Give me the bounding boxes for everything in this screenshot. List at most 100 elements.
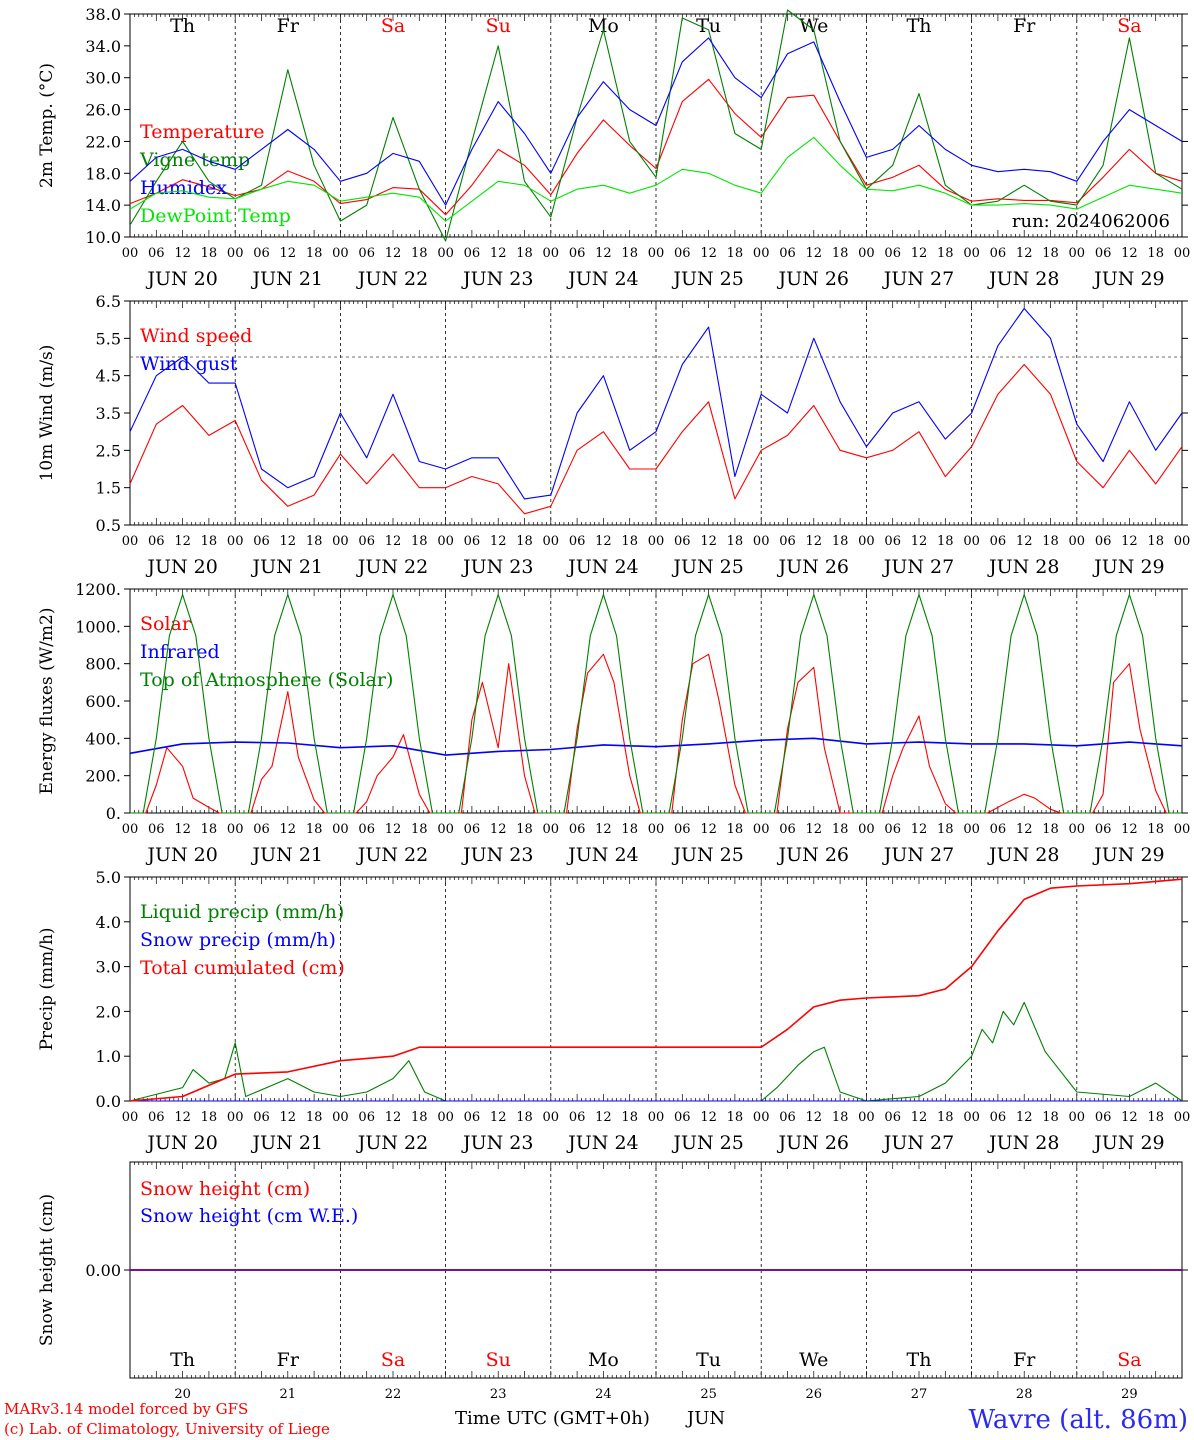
day-number-label: 29 xyxy=(1121,1387,1138,1402)
hour-tick-label: 12 xyxy=(806,534,823,549)
hour-tick-label: 06 xyxy=(674,1110,691,1125)
panels: 10.0 14.0 18.0 22.0 26.0 30.0 34.0 38.0 2m Temp.… xyxy=(37,5,1190,1402)
date-label: JUN 21 xyxy=(251,268,323,290)
hour-tick-label: 06 xyxy=(884,534,901,549)
hour-tick-label: 00 xyxy=(963,1110,980,1125)
hour-tick-label: 00 xyxy=(648,1110,665,1125)
hour-tick-label: 06 xyxy=(1095,1110,1112,1125)
hour-tick-label: 12 xyxy=(385,534,402,549)
date-label: JUN 29 xyxy=(1092,556,1164,578)
hour-tick-label: 06 xyxy=(884,822,901,837)
series-line-liquid-precip-mm-h- xyxy=(129,1001,1183,1102)
hour-tick-label: 06 xyxy=(148,822,165,837)
date-label: JUN 23 xyxy=(461,268,533,290)
hour-tick-label: 00 xyxy=(1069,534,1086,549)
legend-entry: DewPoint Temp xyxy=(140,205,291,227)
y-tick-label: 1.0 xyxy=(96,1047,121,1066)
weekday-label: Th xyxy=(170,15,195,37)
y-tick-label: 1.5 xyxy=(96,479,121,498)
hour-tick-label: 00 xyxy=(648,534,665,549)
hour-tick-label: 18 xyxy=(201,822,218,837)
y-tick-label: 600. xyxy=(85,692,121,711)
y-tick-label: 200. xyxy=(85,767,121,786)
hour-tick-label: 18 xyxy=(1042,246,1059,261)
x-axis-label: Time UTC (GMT+0h) xyxy=(455,1408,650,1429)
y-tick-label: 14.0 xyxy=(85,196,121,215)
y-tick-label: 4.0 xyxy=(96,913,121,932)
hour-tick-label: 12 xyxy=(1016,534,1033,549)
hour-tick-label: 12 xyxy=(911,1110,928,1125)
hour-tick-label: 00 xyxy=(963,534,980,549)
y-axis-label: 10m Wind (m/s) xyxy=(37,345,57,482)
hour-tick-label: 00 xyxy=(1174,1110,1191,1125)
hour-tick-label: 00 xyxy=(332,1110,349,1125)
hour-tick-label: 00 xyxy=(227,246,244,261)
hour-tick-label: 00 xyxy=(858,822,875,837)
hour-tick-label: 18 xyxy=(1042,822,1059,837)
series-line-top-of-atmosphere-solar- xyxy=(130,594,1182,814)
legend-entry: Snow height (cm W.E.) xyxy=(140,1205,358,1227)
hour-tick-label: 12 xyxy=(280,1110,297,1125)
hour-tick-label: 12 xyxy=(1121,534,1138,549)
legend-entry: Vigne temp xyxy=(139,149,250,171)
hour-tick-label: 06 xyxy=(674,822,691,837)
date-label: JUN 26 xyxy=(777,556,849,578)
legend-entry: Snow precip (mm/h) xyxy=(140,929,336,951)
series-line-wind-speed xyxy=(129,363,1183,515)
day-number-label: 26 xyxy=(806,1387,823,1402)
hour-tick-label: 12 xyxy=(490,822,507,837)
y-tick-label: 3.5 xyxy=(96,404,121,423)
date-label: JUN 21 xyxy=(251,844,323,866)
hour-tick-label: 18 xyxy=(1147,246,1164,261)
y-tick-label: 26.0 xyxy=(85,101,121,120)
hour-tick-label: 06 xyxy=(253,1110,270,1125)
hour-tick-label: 06 xyxy=(674,534,691,549)
date-label: JUN 26 xyxy=(777,268,849,290)
date-label: JUN 25 xyxy=(671,844,743,866)
hour-tick-label: 00 xyxy=(753,534,770,549)
weekday-label: We xyxy=(799,15,828,37)
y-tick-label: 4.5 xyxy=(96,367,121,386)
hour-tick-label: 00 xyxy=(858,1110,875,1125)
hour-tick-label: 00 xyxy=(1069,246,1086,261)
series-line-vigne-temp xyxy=(129,9,1183,242)
y-axis-label: Snow height (cm) xyxy=(37,1194,57,1346)
hour-tick-label: 18 xyxy=(516,246,533,261)
hour-tick-label: 06 xyxy=(1095,534,1112,549)
hour-tick-label: 12 xyxy=(595,1110,612,1125)
hour-tick-label: 00 xyxy=(543,1110,560,1125)
hour-tick-label: 12 xyxy=(700,534,717,549)
hour-tick-label: 06 xyxy=(358,246,375,261)
hour-tick-label: 12 xyxy=(280,534,297,549)
date-label: JUN 23 xyxy=(461,556,533,578)
hour-tick-label: 00 xyxy=(858,534,875,549)
hour-tick-label: 06 xyxy=(569,1110,586,1125)
day-number-label: 25 xyxy=(700,1387,717,1402)
hour-tick-label: 00 xyxy=(227,822,244,837)
date-label: JUN 28 xyxy=(987,556,1059,578)
hour-tick-label: 00 xyxy=(543,822,560,837)
hour-tick-label: 18 xyxy=(727,822,744,837)
hour-tick-label: 12 xyxy=(490,534,507,549)
panel-4: 0.0 1.0 2.0 3.0 4.0 5.0 Precip (mm/h) 00 06 12 18 J… xyxy=(37,868,1190,1154)
date-label: JUN 23 xyxy=(461,1132,533,1154)
credit-line-1: MARv3.14 model forced by GFS xyxy=(4,1400,248,1418)
hour-tick-label: 06 xyxy=(253,534,270,549)
weekday-label: Fr xyxy=(277,1349,300,1371)
hour-tick-label: 06 xyxy=(1095,246,1112,261)
series-line-infrared xyxy=(129,737,1183,756)
hour-tick-label: 00 xyxy=(543,534,560,549)
hour-tick-label: 18 xyxy=(727,534,744,549)
hour-tick-label: 06 xyxy=(779,534,796,549)
date-label: JUN 27 xyxy=(882,556,954,578)
date-label: JUN 24 xyxy=(566,844,638,866)
hour-tick-label: 12 xyxy=(806,822,823,837)
y-tick-label: 800. xyxy=(85,655,121,674)
y-axis-label: 2m Temp. (°C) xyxy=(37,63,57,188)
y-tick-label: 3.0 xyxy=(96,958,121,977)
hour-tick-label: 00 xyxy=(332,246,349,261)
weekday-label: Th xyxy=(907,15,932,37)
date-label: JUN 26 xyxy=(777,1132,849,1154)
hour-tick-label: 06 xyxy=(990,1110,1007,1125)
